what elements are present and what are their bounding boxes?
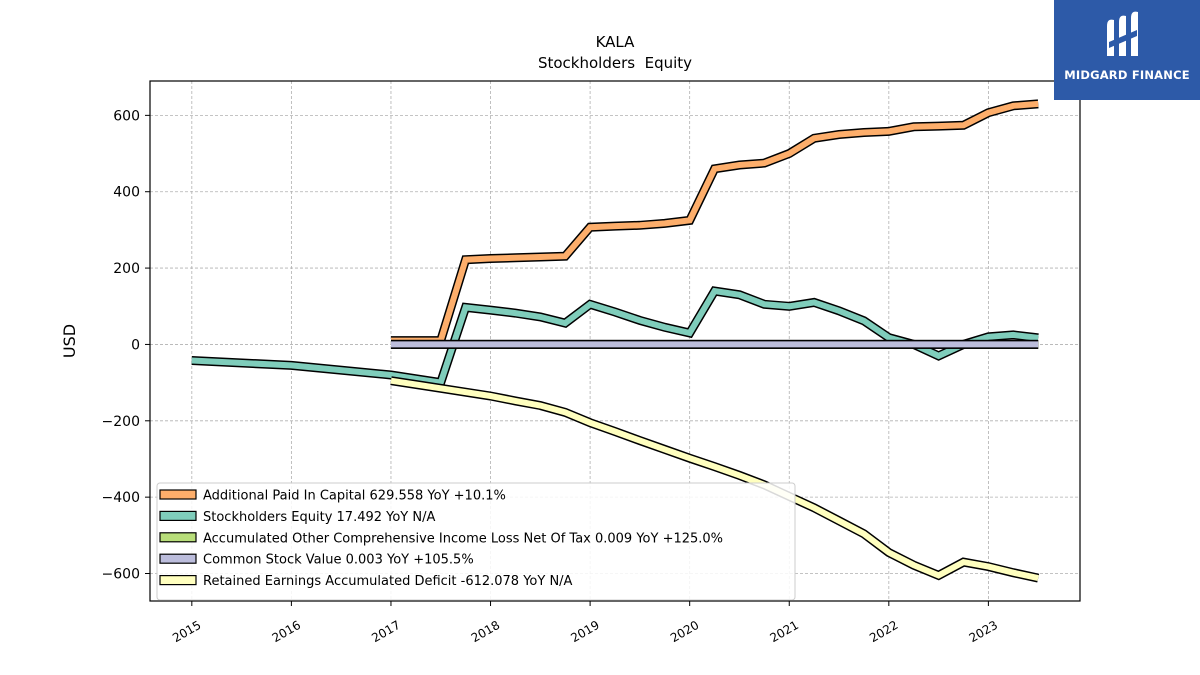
series-line-outline: [391, 99, 1039, 346]
legend-swatch: [159, 510, 197, 521]
brand-mark-icon: [1054, 8, 1200, 72]
plot-frame: [149, 80, 1081, 602]
chart-title: KALA: [596, 33, 636, 51]
x-tick-label: 2016: [270, 618, 303, 645]
y-tick-label: 400: [113, 185, 140, 201]
series-line: [191, 287, 1039, 386]
legend-swatch: [159, 489, 197, 500]
legend-label: Accumulated Other Comprehensive Income L…: [203, 531, 723, 546]
series-0: [391, 99, 1039, 346]
legend-label: Additional Paid In Capital 629.558 YoY +…: [203, 489, 506, 504]
legend-label: Common Stock Value 0.003 YoY +105.5%: [203, 553, 474, 568]
y-tick-label: 0: [131, 337, 140, 353]
y-tick-label: 200: [113, 261, 140, 277]
x-tick-label: 2018: [469, 618, 502, 645]
series-1: [191, 286, 1039, 388]
legend-swatch: [159, 532, 197, 543]
y-tick-label: −200: [102, 414, 140, 430]
y-tick-label: −400: [102, 490, 140, 506]
legend-label: Retained Earnings Accumulated Deficit -6…: [203, 574, 573, 589]
brand-logo: MIDGARD FINANCE: [1054, 0, 1200, 100]
legend-label: Stockholders Equity 17.492 YoY N/A: [203, 510, 435, 525]
chart-subtitle: Stockholders Equity: [538, 54, 692, 72]
x-tick-label: 2021: [768, 618, 801, 645]
y-tick-label: 600: [113, 108, 140, 124]
series-4: [390, 376, 1040, 583]
x-tick-label: 2019: [568, 618, 601, 645]
x-axis: 2015 2016 2017 2018 2019 2020 2021 2022 2023: [170, 601, 1000, 645]
x-tick-label: 2023: [967, 618, 1000, 645]
x-tick-label: 2015: [170, 618, 203, 645]
x-tick-label: 2022: [867, 618, 900, 645]
series-line: [390, 377, 1039, 582]
legend-box: [156, 482, 796, 601]
y-tick-label: −600: [102, 567, 140, 583]
x-tick-label: 2020: [668, 618, 701, 645]
series-line: [391, 100, 1039, 344]
y-axis-label: USD: [60, 324, 79, 358]
legend-swatch: [159, 553, 197, 564]
legend: Additional Paid In Capital 629.558 YoY +…: [156, 482, 796, 601]
legend-swatch: [159, 574, 197, 586]
y-axis: −600 −400 −200 0 200 400 600: [102, 108, 150, 583]
brand-name: MIDGARD FINANCE: [1064, 68, 1190, 82]
series-layer: [191, 99, 1040, 583]
x-tick-label: 2017: [369, 618, 402, 645]
